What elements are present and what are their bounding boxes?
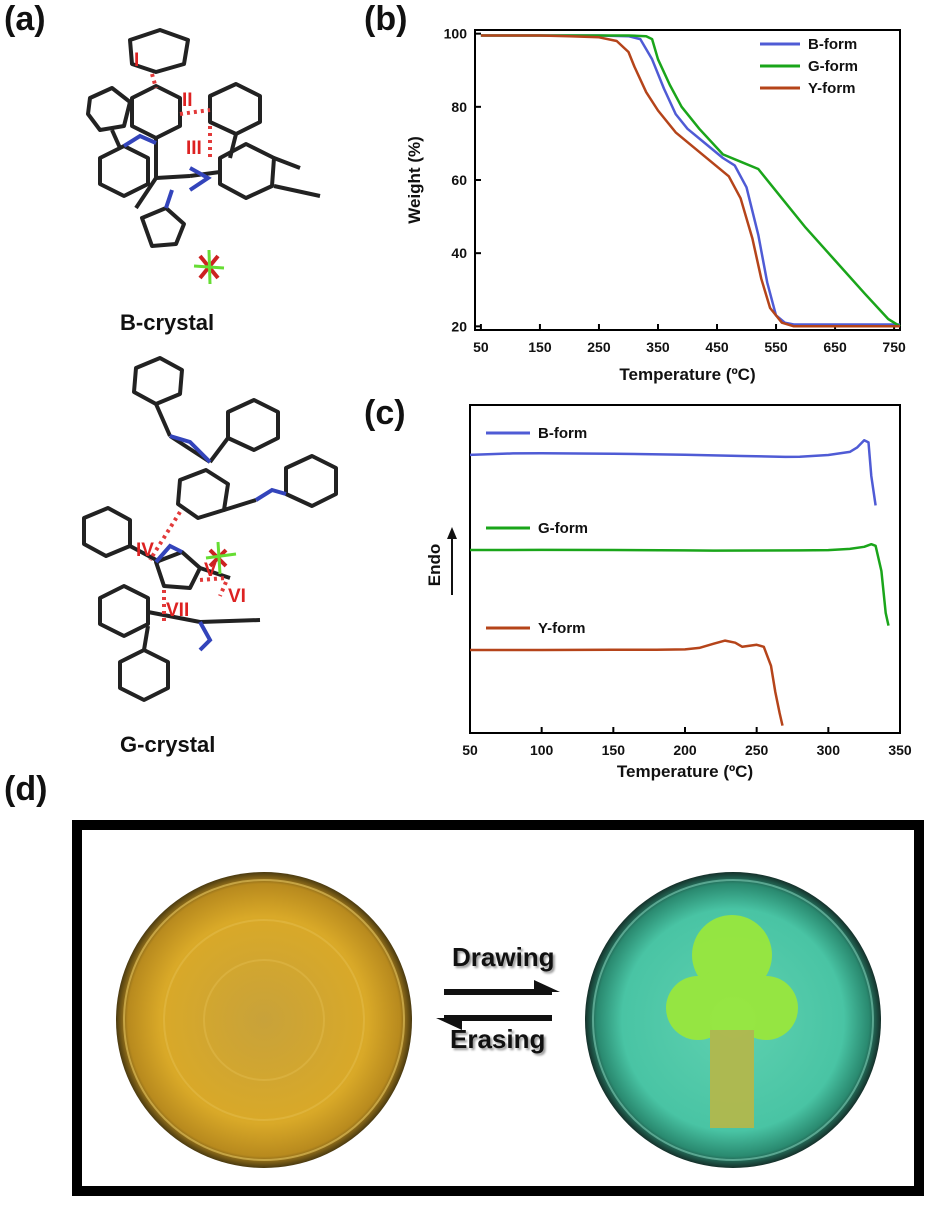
x-tick-label: 50 <box>473 339 489 355</box>
endo-arrow-head <box>447 527 457 539</box>
x-axis-title: Temperature (ºC) <box>617 762 753 781</box>
g-crystal-label: G-crystal <box>120 732 216 757</box>
panel-label-b: (b) <box>364 0 408 38</box>
photo-dishes <box>116 872 881 1168</box>
x-axis-title: Temperature (ºC) <box>619 365 755 384</box>
x-tick-label: 350 <box>646 339 670 355</box>
dsc-chart: 50 100 150 200 250 300 350 Temperature (ºC) Endo… <box>425 404 912 781</box>
y-axis-title: Weight (%) <box>405 136 424 224</box>
y-tick-label: 60 <box>451 172 467 188</box>
panel-label-c: (c) <box>364 394 406 432</box>
interaction-label: I <box>134 50 139 71</box>
plot-frame <box>474 29 901 331</box>
series-line-b-form <box>480 34 900 326</box>
b-crystal-structure: I II III <box>86 28 321 285</box>
x-tick-label: 150 <box>602 742 626 758</box>
photo-frame: Drawing Erasing <box>72 820 924 1196</box>
x-tick-label: 750 <box>882 339 906 355</box>
erasing-label: Erasing <box>450 1024 546 1054</box>
interaction-label: VII <box>166 600 189 621</box>
interaction-label: III <box>186 138 202 159</box>
legend-label: Y-form <box>538 620 586 637</box>
y-tick-label: 80 <box>451 99 467 115</box>
y-tick-label: 20 <box>451 318 467 334</box>
x-tick-label: 250 <box>745 742 769 758</box>
series-line-g-form <box>480 34 901 328</box>
legend-label: Y-form <box>808 80 856 97</box>
series-line-y-form <box>470 639 784 726</box>
b-crystal-label: B-crystal <box>120 310 215 335</box>
g-crystal-structure: IV V VI VII <box>82 356 338 702</box>
legend-label: B-form <box>808 36 857 53</box>
interaction-label: IV <box>136 540 154 561</box>
panel-label-a: (a) <box>4 0 46 38</box>
x-tick-label: 200 <box>673 742 697 758</box>
legend-label: B-form <box>538 425 587 442</box>
x-tick-label: 150 <box>528 339 552 355</box>
interaction-label: V <box>204 560 217 581</box>
x-tick-label: 350 <box>888 742 912 758</box>
x-tick-label: 300 <box>817 742 841 758</box>
legend-label: G-form <box>808 58 858 75</box>
tga-chart: 50 150 250 350 450 550 650 750 20 40 60 80 100 Temper… <box>405 26 906 384</box>
x-tick-label: 650 <box>823 339 847 355</box>
y-tick-label: 40 <box>451 245 467 261</box>
series-line-g-form <box>469 542 890 626</box>
series-line-y-form <box>480 34 900 328</box>
yellow-dish <box>116 872 412 1168</box>
reversible-arrows <box>436 980 560 1030</box>
y-axis-title: Endo <box>425 544 444 587</box>
series-line-b-form <box>469 439 877 506</box>
x-tick-label: 250 <box>587 339 611 355</box>
y-tick-label: 100 <box>444 26 468 42</box>
drawing-label: Drawing <box>452 942 555 972</box>
x-tick-label: 50 <box>462 742 478 758</box>
legend-label: G-form <box>538 520 588 537</box>
panel-label-d: (d) <box>4 770 48 808</box>
interaction-label: II <box>182 90 193 111</box>
tree-drawing <box>666 915 798 1128</box>
x-tick-label: 550 <box>764 339 788 355</box>
x-tick-label: 100 <box>530 742 554 758</box>
x-tick-label: 450 <box>705 339 729 355</box>
interaction-label: VI <box>228 586 246 607</box>
